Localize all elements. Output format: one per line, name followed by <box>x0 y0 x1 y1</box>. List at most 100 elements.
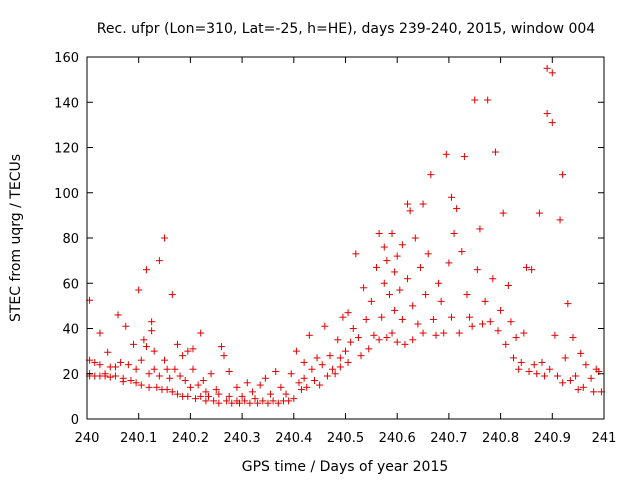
data-point <box>184 392 192 400</box>
data-point <box>137 381 145 389</box>
data-point <box>298 386 306 394</box>
data-point <box>406 207 414 215</box>
data-point <box>171 365 179 373</box>
data-point <box>251 395 259 403</box>
data-point <box>396 286 404 294</box>
data-point <box>233 383 241 391</box>
data-point <box>179 352 187 360</box>
data-point <box>192 395 200 403</box>
data-point <box>437 297 445 305</box>
data-point <box>582 361 590 369</box>
data-point <box>510 354 518 362</box>
data-point <box>393 252 401 260</box>
y-tick-label: 160 <box>54 51 79 66</box>
data-point <box>512 334 520 342</box>
data-point <box>145 370 153 378</box>
data-point <box>398 241 406 249</box>
x-tick-label: 240.3 <box>223 431 260 446</box>
data-point <box>538 358 546 366</box>
data-point <box>577 349 585 357</box>
data-point <box>111 363 119 371</box>
data-point <box>383 257 391 265</box>
data-point <box>587 374 595 382</box>
data-point <box>344 309 352 317</box>
y-tick-label: 40 <box>62 323 79 338</box>
data-point <box>422 291 430 299</box>
data-point <box>442 150 450 158</box>
data-point <box>579 383 587 391</box>
data-point <box>316 381 324 389</box>
data-point <box>450 229 458 237</box>
y-axis: 0 20 40 60 80 100 120 140 160 <box>54 51 604 428</box>
data-point <box>106 373 114 381</box>
data-point <box>336 354 344 362</box>
data-point <box>352 250 360 258</box>
data-point <box>155 257 163 265</box>
data-point <box>292 347 300 355</box>
data-point <box>535 209 543 217</box>
x-tick-label: 240.2 <box>172 431 209 446</box>
data-point <box>525 367 533 375</box>
data-point <box>375 229 383 237</box>
data-point <box>161 234 169 242</box>
data-point <box>329 365 337 373</box>
data-point <box>533 370 541 378</box>
data-point <box>489 275 497 283</box>
data-point <box>210 397 218 405</box>
data-point <box>385 291 393 299</box>
data-point <box>228 399 236 407</box>
plot-area <box>86 56 605 420</box>
data-point <box>142 343 150 351</box>
data-point <box>453 205 461 213</box>
data-point <box>189 345 197 353</box>
data-point <box>166 374 174 382</box>
data-point <box>248 388 256 396</box>
data-point <box>471 96 479 104</box>
data-point <box>140 336 148 344</box>
data-point <box>559 379 567 387</box>
x-tick-label: 240.4 <box>275 431 312 446</box>
data-point <box>419 329 427 337</box>
data-point <box>163 386 171 394</box>
data-point <box>491 148 499 156</box>
data-point <box>246 399 254 407</box>
data-point <box>145 383 153 391</box>
data-point <box>150 365 158 373</box>
data-point <box>499 209 507 217</box>
data-point <box>150 347 158 355</box>
data-point <box>176 372 184 380</box>
data-point <box>424 250 432 258</box>
data-point <box>429 315 437 323</box>
data-point <box>468 322 476 330</box>
data-point <box>416 263 424 271</box>
data-point <box>117 358 125 366</box>
data-point <box>569 334 577 342</box>
data-point <box>347 338 355 346</box>
data-point <box>561 354 569 362</box>
data-point <box>202 397 210 405</box>
data-point <box>466 313 474 321</box>
data-point <box>574 386 582 394</box>
data-point <box>409 336 417 344</box>
data-point <box>119 378 127 386</box>
x-tick-label: 241 <box>592 431 617 446</box>
data-point <box>517 358 525 366</box>
data-point <box>300 358 308 366</box>
data-point <box>522 263 530 271</box>
data-point <box>486 318 494 326</box>
y-axis-label: STEC from uqrg / TECUs <box>8 154 24 322</box>
data-point <box>261 374 269 382</box>
data-point <box>321 322 329 330</box>
data-point <box>556 216 564 224</box>
data-point <box>122 322 130 330</box>
data-point <box>241 397 249 405</box>
data-point <box>344 358 352 366</box>
data-point <box>339 313 347 321</box>
data-point <box>419 200 427 208</box>
data-point <box>256 381 264 389</box>
data-point <box>367 297 375 305</box>
data-point <box>323 372 331 380</box>
data-point <box>411 234 419 242</box>
data-point <box>132 379 140 387</box>
